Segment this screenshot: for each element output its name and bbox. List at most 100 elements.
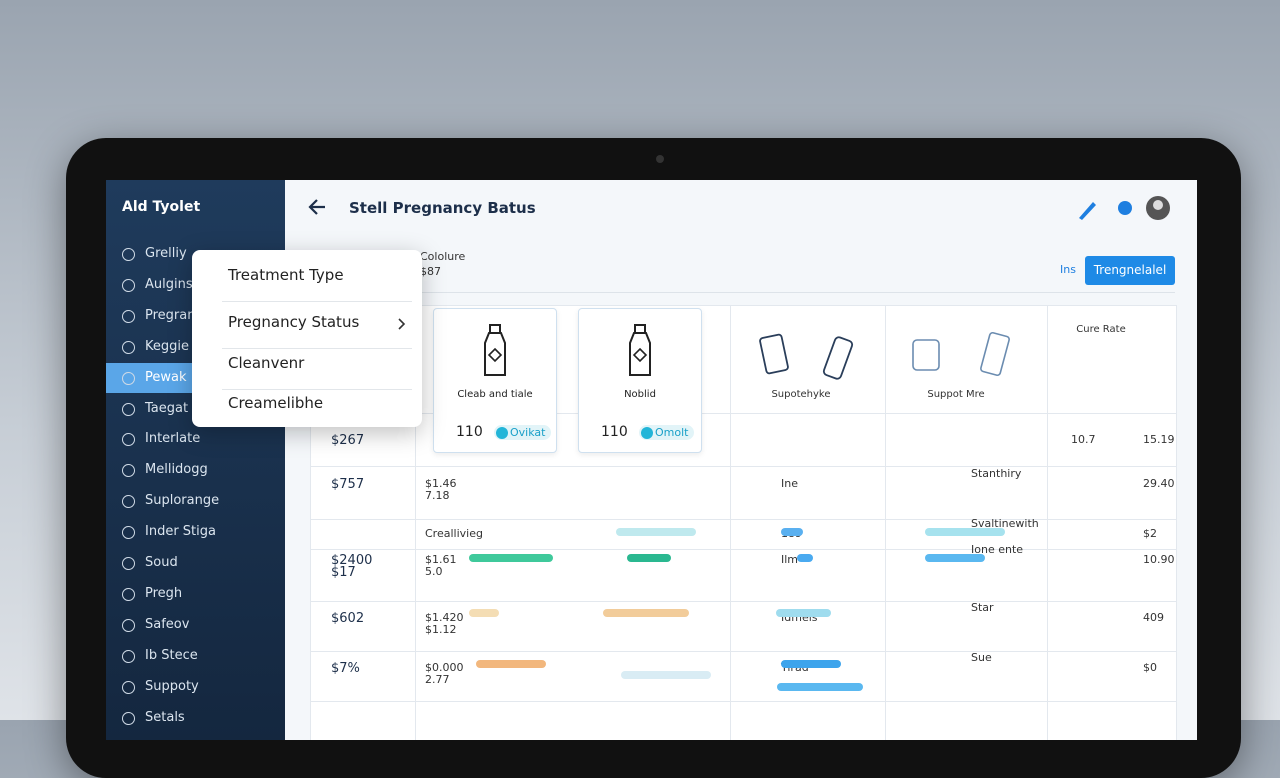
cell-detail: $1.420: [425, 611, 464, 624]
sidebar-icon: [122, 309, 135, 323]
cell-detail: $0.000: [425, 661, 464, 674]
sidebar-icon: [122, 618, 135, 632]
divider: [311, 292, 1175, 293]
sidebar-label: Taegat: [145, 400, 189, 416]
menu-item[interactable]: Treatment Type: [228, 266, 344, 284]
progress-bar: [777, 683, 863, 691]
sidebar-label: Setals: [145, 709, 185, 725]
sidebar-icon: [122, 340, 135, 354]
cell-rate: 15.19: [1143, 433, 1175, 446]
treatment-card[interactable]: Noblid 110 Omolt: [578, 308, 702, 453]
sidebar-label: Ib Stece: [145, 647, 198, 663]
sidebar-item[interactable]: Mellidogg: [106, 455, 285, 485]
sidebar-label: Aulgins: [145, 276, 193, 292]
sidebar-icon: [122, 495, 135, 509]
device-icons: [759, 326, 1039, 390]
row-line: [311, 601, 1176, 602]
sidebar-item[interactable]: Taegat: [106, 394, 285, 424]
cell-detail-sub: $1.12: [425, 623, 457, 636]
sidebar-label: Suplorange: [145, 493, 220, 509]
sidebar-item[interactable]: Suppoty: [106, 672, 285, 702]
sidebar-label: Interlate: [145, 431, 201, 447]
cell-side: Ione ente: [971, 543, 1024, 556]
progress-bar: [776, 609, 831, 617]
column-line: [1047, 306, 1048, 740]
screen: Ald Tyolet Grelliy Aulgins Pregran Keggie Pe…: [106, 180, 1197, 740]
card-label: Cleab and tiale: [457, 389, 533, 400]
column-header: Supotehyke: [771, 389, 831, 400]
primary-button[interactable]: Trengnelalel: [1085, 256, 1175, 285]
sidebar-label: Pewak: [145, 369, 187, 385]
progress-bar: [797, 554, 813, 562]
treatment-card[interactable]: Cleab and tiale 110 Ovikat: [433, 308, 557, 453]
sidebar-item[interactable]: Safeov: [106, 610, 285, 640]
row-line: [311, 651, 1176, 652]
cell-price: $602: [331, 611, 365, 626]
cell-detail: $1.61: [425, 553, 457, 566]
menu-separator: [222, 348, 412, 349]
sidebar-item[interactable]: Pregh: [106, 579, 285, 609]
card-tag: Ovikat: [494, 425, 552, 440]
row-line: [311, 549, 1176, 550]
column-line: [730, 306, 731, 740]
cell-side: Svaltinewith: [971, 517, 1039, 530]
sidebar-item[interactable]: Ib Stece: [106, 641, 285, 671]
sidebar-item[interactable]: Keggie: [106, 332, 285, 362]
progress-bar: [476, 660, 546, 668]
progress-bar: [469, 609, 499, 617]
row-line: [311, 413, 1176, 414]
cell-detail-sub: 2.77: [425, 673, 450, 686]
cell-mid: Ilm: [781, 553, 799, 566]
column-header: Cure Rate: [1076, 324, 1126, 335]
sidebar-icon: [122, 464, 135, 478]
sidebar-item[interactable]: Pregran: [106, 301, 285, 331]
sidebar-item[interactable]: Setals: [106, 703, 285, 733]
cell-rate: $2: [1143, 527, 1157, 540]
cell-side: Sue: [971, 651, 992, 664]
sidebar-item[interactable]: Grelliy: [106, 239, 285, 269]
sidebar-label: Inder Stiga: [145, 524, 216, 540]
sidebar-icon: [122, 248, 135, 261]
cell-rate: 10.90: [1143, 553, 1175, 566]
cell-side: Stanthiry: [971, 467, 1022, 480]
sidebar-label: Soud: [145, 555, 178, 570]
cell-mid: Ine: [781, 477, 798, 490]
progress-bar: [781, 660, 841, 668]
sidebar-icon: [122, 587, 135, 601]
header-icons: [1079, 196, 1170, 220]
sidebar-title: Ald Tyolet: [122, 199, 201, 215]
cell-price: $2400: [331, 553, 373, 568]
sidebar-icon: [122, 278, 135, 292]
sidebar-icon: [122, 680, 135, 694]
cell-rate: 29.40: [1143, 477, 1175, 490]
menu-item[interactable]: Pregnancy Status: [228, 313, 360, 331]
sidebar-label: Mellidogg: [145, 462, 208, 478]
menu-item[interactable]: Creamelibhe: [228, 394, 324, 412]
link[interactable]: Ins: [1060, 263, 1076, 276]
menu-separator: [222, 389, 412, 390]
sidebar-icon: [122, 371, 135, 385]
sidebar-item[interactable]: Soud: [106, 548, 285, 578]
sidebar-item[interactable]: Aulgins: [106, 270, 285, 300]
progress-bar: [925, 528, 1005, 536]
sidebar-item[interactable]: Inder Stiga: [106, 517, 285, 547]
cell-cure: 10.7: [1071, 433, 1096, 446]
cell-detail: Creallivieg: [425, 527, 483, 540]
cell-detail-sub: 5.0: [425, 565, 443, 578]
sidebar-item[interactable]: Suplorange: [106, 486, 285, 516]
sidebar-icon: [122, 526, 135, 540]
row-line: [311, 701, 1176, 702]
progress-bar: [627, 554, 671, 562]
camera: [656, 155, 664, 163]
sidebar-icon: [122, 433, 135, 447]
menu-item[interactable]: Cleanvenr: [228, 354, 305, 372]
card-label: Noblid: [624, 389, 656, 400]
sidebar-label: Pregran: [145, 307, 196, 323]
back-arrow[interactable]: [307, 197, 329, 217]
cell-price: $267: [331, 433, 365, 448]
chevron: [398, 318, 406, 330]
sidebar-label: Grelliy: [145, 246, 187, 261]
sidebar-item[interactable]: Interlate: [106, 424, 285, 454]
progress-bar: [469, 554, 553, 562]
